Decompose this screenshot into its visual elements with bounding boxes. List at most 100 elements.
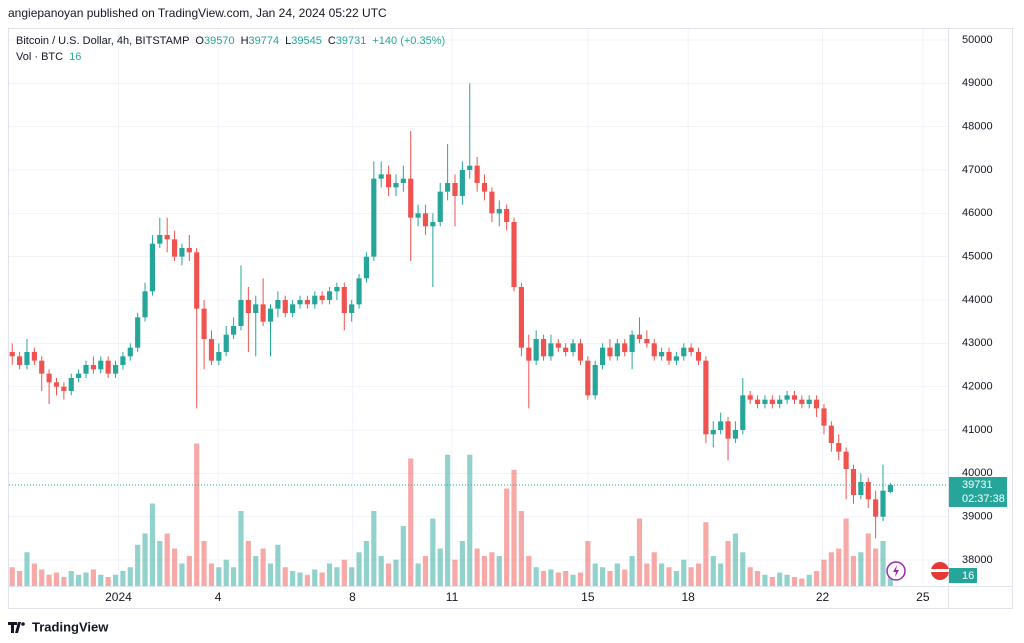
candle-body [319, 295, 325, 300]
volume-bar [504, 488, 510, 586]
candle-body [76, 373, 82, 378]
candle-body [326, 291, 333, 300]
candle-body [334, 287, 340, 292]
publish-header: angiepanoyan published on TradingView.co… [8, 6, 387, 20]
volume-bar [563, 571, 569, 586]
volume-bar [223, 559, 229, 586]
volume-bar [577, 572, 584, 586]
candle-body [393, 183, 399, 188]
candle-body [223, 334, 229, 352]
volume-value: 16 [69, 51, 81, 63]
volume-bar [489, 552, 495, 586]
candle-body [422, 213, 429, 227]
candle-body [666, 352, 672, 361]
volume-bar [363, 541, 370, 586]
volume-bar [135, 544, 141, 586]
candle-body [231, 326, 237, 335]
volume-bar [777, 572, 783, 586]
candle-body [179, 248, 185, 257]
volume-bar [39, 569, 45, 586]
volume-bar [769, 577, 775, 586]
x-tick-label: 2024 [105, 590, 132, 604]
volume-bar [695, 563, 702, 586]
candle-body [814, 399, 820, 409]
volume-bar [31, 563, 37, 586]
candle-body [703, 360, 709, 435]
volume-bar [334, 567, 340, 586]
candle-body [253, 304, 259, 313]
volume-bar [526, 556, 532, 586]
candle-body [149, 243, 156, 292]
volume-bar [105, 577, 111, 586]
candle-body [843, 451, 849, 469]
y-tick-label: 48000 [962, 121, 993, 133]
volume-bar [688, 567, 694, 586]
volume-bar [393, 559, 399, 586]
candle-body [68, 378, 74, 391]
volume-bar [592, 563, 598, 586]
candle-body [260, 304, 266, 322]
volume-bar [179, 563, 185, 586]
volume-bar [326, 563, 333, 586]
last-price-label: 39731 [962, 479, 993, 491]
volume-bar [459, 541, 465, 586]
volume-bar [76, 574, 82, 586]
volume-bar [290, 571, 296, 586]
candle-body [17, 356, 23, 365]
volume-bar [157, 541, 163, 586]
volume-bar [53, 572, 60, 586]
candle-body [385, 174, 392, 188]
volume-bar [17, 571, 23, 586]
candle-body [238, 300, 244, 326]
countdown: 02:37:38 [962, 493, 1005, 505]
candle-body [356, 278, 362, 305]
candle-body [142, 291, 148, 318]
volume-bar [430, 518, 436, 586]
candle-body [740, 395, 746, 430]
candle-body [865, 482, 871, 500]
volume-bar [496, 556, 502, 586]
volume-bar [415, 563, 421, 586]
volume-bar [319, 572, 325, 586]
candle-body [607, 347, 613, 357]
x-tick-label: 11 [446, 590, 459, 604]
footer-brand: TradingView [32, 619, 109, 634]
candle-body [644, 339, 650, 344]
y-tick-label: 45000 [962, 251, 993, 263]
volume-bar [481, 556, 488, 586]
volume-bar [585, 541, 591, 586]
candle-body [208, 339, 215, 361]
candle-body [747, 395, 753, 400]
y-tick-label: 39000 [962, 511, 993, 523]
candle-body [459, 170, 465, 196]
candle-body [821, 408, 827, 426]
volume-bar [171, 548, 178, 586]
candle-body [533, 339, 539, 361]
candle-body [467, 165, 473, 170]
y-tick-label: 43000 [962, 337, 993, 349]
volume-tag [949, 568, 977, 583]
volume-bar [740, 552, 746, 586]
volume-bar [452, 559, 458, 586]
volume-bar [437, 548, 443, 586]
volume-bar [533, 567, 539, 586]
volume-bar [46, 574, 52, 586]
candle-body [378, 174, 384, 179]
volume-bar [24, 552, 30, 586]
volume-bar [570, 574, 576, 586]
candle-body [135, 317, 141, 348]
y-tick-label: 50000 [962, 34, 993, 46]
y-tick-label: 42000 [962, 381, 993, 393]
volume-bar [880, 541, 886, 586]
volume-bar [422, 556, 429, 586]
volume-bar [659, 563, 665, 586]
candle-body [282, 300, 288, 313]
candle-body [651, 343, 657, 357]
volume-bar [9, 567, 15, 586]
volume-bar [282, 567, 288, 586]
candle-body [762, 399, 768, 404]
candle-body [563, 347, 569, 352]
candle-body [53, 382, 60, 387]
candle-body [430, 222, 436, 227]
